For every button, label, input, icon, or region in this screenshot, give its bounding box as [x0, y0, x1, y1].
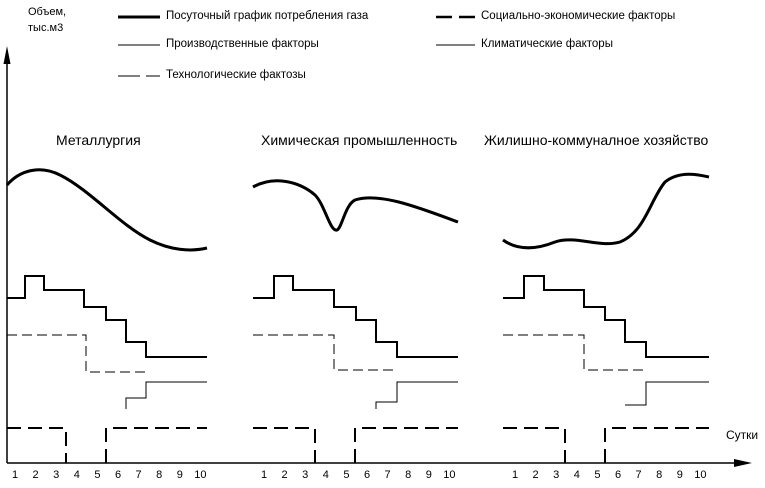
panel-title-housing: Жилишно-коммуналное хозяйство — [484, 132, 709, 148]
x-tick-label: 1 — [511, 469, 519, 481]
technological-line — [503, 334, 646, 371]
daily-gas-curve — [502, 172, 710, 250]
panel-chemistry-lines — [252, 179, 459, 463]
x-axis-label: Сутки — [726, 428, 759, 442]
x-tick-label: 7 — [635, 469, 642, 481]
production-steps — [7, 275, 207, 358]
x-tick-label: 4 — [73, 469, 80, 481]
x-tick-label: 2 — [32, 469, 39, 481]
climatic-steps — [625, 381, 709, 406]
x-tick-label: 1 — [11, 469, 19, 481]
legend-technological: Технологические фактозы — [166, 69, 306, 81]
y-axis-label-line2: тыс.м3 — [28, 22, 64, 34]
x-tick-label: 6 — [114, 469, 122, 481]
x-tick-label: 9 — [176, 469, 183, 481]
socio-economic-line — [253, 427, 458, 463]
x-tick-label: 2 — [532, 469, 539, 481]
legend-climatic: Климатические факторы — [481, 38, 613, 50]
x-tick-label: 5 — [94, 469, 101, 481]
y-axis-label: Объем, тыс.м3 — [28, 4, 66, 36]
panel-metallurgy-lines — [5, 168, 208, 463]
panel-housing-lines — [502, 172, 710, 463]
legend-socio-economic: Социально-экономические факторы — [481, 10, 676, 22]
climatic-steps — [125, 381, 207, 409]
x-axis-arrow-icon — [734, 459, 752, 467]
daily-gas-curve — [252, 179, 459, 232]
legend-production: Производственные факторы — [166, 38, 319, 50]
x-tick-label: 6 — [363, 469, 371, 481]
x-tick-label: 8 — [156, 469, 163, 481]
x-tick-label: 6 — [614, 469, 622, 481]
technological-line — [7, 334, 146, 373]
panel-title-metallurgy: Металлургия — [56, 132, 141, 148]
x-tick-label: 9 — [676, 469, 683, 481]
socio-economic-line — [7, 427, 207, 463]
x-tick-label: 3 — [53, 469, 60, 481]
legend-daily-gas: Посуточный график потребления газа — [166, 10, 369, 22]
x-tick-label: 7 — [384, 469, 391, 481]
x-tick-label: 3 — [553, 469, 560, 481]
x-tick-label: 4 — [322, 469, 329, 481]
daily-gas-curve — [5, 168, 208, 252]
x-tick-label: 9 — [425, 469, 432, 481]
y-axis-arrow-icon — [3, 46, 11, 64]
x-tick-label: 2 — [281, 469, 288, 481]
x-tick-label: 8 — [656, 469, 663, 481]
technological-line — [253, 334, 397, 371]
x-tick-label: 5 — [594, 469, 601, 481]
x-tick-label: 7 — [135, 469, 142, 481]
production-steps — [503, 275, 709, 358]
x-tick-label: 10 — [694, 469, 707, 481]
x-tick-label: 8 — [405, 469, 412, 481]
x-tick-label: 10 — [443, 469, 456, 481]
x-tick-label: 4 — [573, 469, 580, 481]
x-tick-label: 10 — [194, 469, 207, 481]
x-tick-label: 1 — [260, 469, 268, 481]
x-tick-label: 5 — [343, 469, 350, 481]
climatic-steps — [375, 381, 458, 409]
panel-title-chemistry: Химическая промышленность — [261, 132, 458, 148]
y-axis-label-line1: Объем, — [28, 6, 67, 18]
x-tick-label: 3 — [302, 469, 309, 481]
production-steps — [253, 275, 458, 358]
socio-economic-line — [503, 427, 709, 463]
